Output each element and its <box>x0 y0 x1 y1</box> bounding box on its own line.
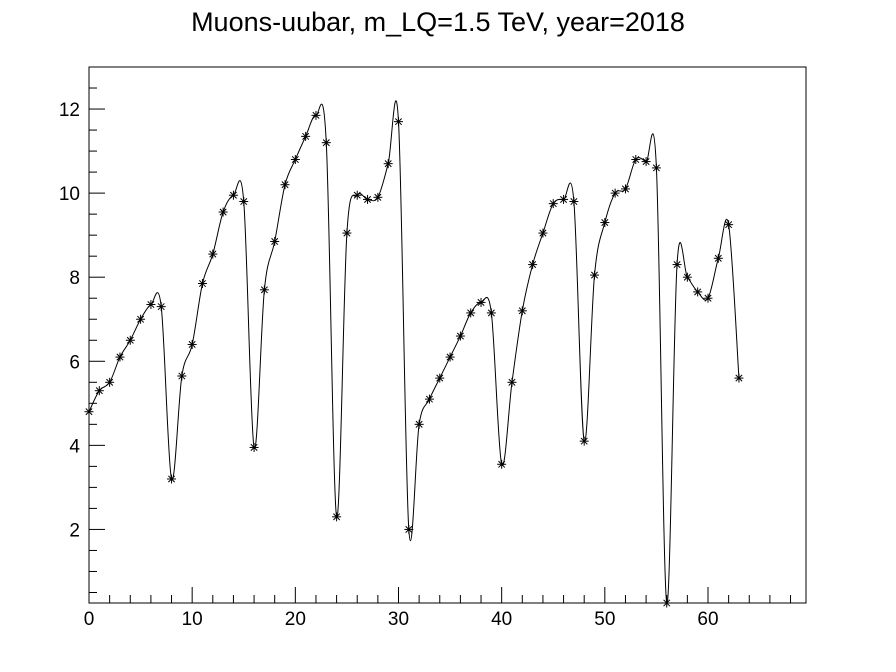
data-point <box>259 285 269 295</box>
data-point <box>435 373 445 383</box>
y-tick-label: 12 <box>59 100 80 121</box>
data-point <box>693 287 703 297</box>
data-point <box>146 300 156 310</box>
data-point <box>631 154 641 164</box>
series-layer <box>84 100 744 608</box>
data-point <box>177 371 187 381</box>
data-point <box>321 138 331 148</box>
data-point <box>610 188 620 198</box>
data-point <box>167 474 177 484</box>
data-point <box>620 184 630 194</box>
data-point <box>270 236 280 246</box>
data-point <box>507 377 517 387</box>
data-point <box>94 386 104 396</box>
data-point <box>115 352 125 362</box>
x-tick-label: 0 <box>84 609 95 630</box>
data-point <box>641 157 651 167</box>
data-point <box>239 197 249 207</box>
series-line <box>88 100 740 604</box>
data-point <box>445 352 455 362</box>
data-point <box>424 394 434 404</box>
data-point <box>156 302 166 312</box>
data-point <box>724 220 734 230</box>
data-point <box>672 260 682 270</box>
plot-frame <box>88 66 807 604</box>
data-point <box>579 436 589 446</box>
data-point <box>414 419 424 429</box>
data-point <box>528 260 538 270</box>
data-point <box>187 339 197 349</box>
data-point <box>476 297 486 307</box>
x-tick-label: 60 <box>697 609 718 630</box>
y-tick-label: 6 <box>69 352 80 373</box>
data-point <box>517 306 527 316</box>
data-point <box>301 131 311 141</box>
data-point <box>383 159 393 169</box>
data-point <box>136 314 146 324</box>
data-point <box>218 207 228 217</box>
data-point <box>590 270 600 280</box>
data-point <box>105 377 115 387</box>
data-point <box>311 110 321 120</box>
data-point <box>84 407 94 417</box>
data-point <box>280 180 290 190</box>
data-point <box>290 154 300 164</box>
y-tick-label: 4 <box>69 436 80 457</box>
data-point <box>682 272 692 282</box>
data-point <box>466 308 476 318</box>
data-point <box>651 163 661 173</box>
data-point <box>352 190 362 200</box>
data-point <box>703 293 713 303</box>
y-tick-label: 8 <box>69 268 80 289</box>
x-tick-label: 30 <box>388 609 409 630</box>
chart-title: Muons-uubar, m_LQ=1.5 TeV, year=2018 <box>191 7 685 37</box>
data-point <box>208 249 218 259</box>
data-point <box>393 117 403 127</box>
data-point <box>197 279 207 289</box>
data-point <box>228 190 238 200</box>
data-point <box>713 253 723 263</box>
axes: 0 10 20 30 40 50 60 2 4 6 8 10 12 <box>59 66 807 630</box>
x-tick-label: 40 <box>491 609 512 630</box>
data-point <box>538 228 548 238</box>
data-point <box>332 512 342 522</box>
data-point <box>249 442 259 452</box>
data-point <box>373 192 383 202</box>
data-point <box>342 228 352 238</box>
data-point <box>486 308 496 318</box>
data-point <box>125 335 135 345</box>
data-point <box>548 199 558 209</box>
x-tick-label: 20 <box>285 609 306 630</box>
x-tick-label: 50 <box>594 609 615 630</box>
data-point <box>734 373 744 383</box>
data-point <box>662 598 672 608</box>
data-point <box>559 194 569 204</box>
y-tick-label: 10 <box>59 184 80 205</box>
data-point <box>455 331 465 341</box>
data-point <box>363 194 373 204</box>
data-point <box>600 218 610 228</box>
x-tick-label: 10 <box>182 609 203 630</box>
data-point <box>404 524 414 534</box>
data-point <box>497 459 507 469</box>
y-tick-label: 2 <box>69 520 80 541</box>
data-point <box>569 197 579 207</box>
